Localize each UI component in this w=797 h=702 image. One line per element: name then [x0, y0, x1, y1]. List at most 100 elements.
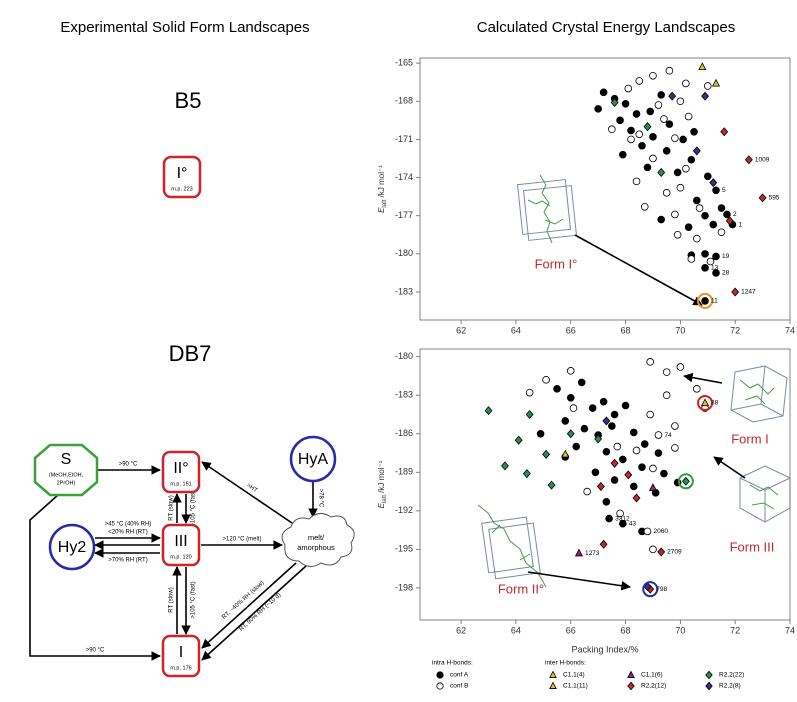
- point: [688, 156, 695, 163]
- point-label: 2709: [667, 549, 682, 556]
- point: [685, 224, 692, 231]
- form-label: I°: [177, 165, 188, 182]
- point: [622, 100, 629, 107]
- legend-label: R2,2(22): [719, 672, 744, 679]
- y-tick-label: -189: [395, 467, 413, 477]
- point: [718, 205, 725, 212]
- point: [674, 231, 681, 238]
- node-label: HyA: [298, 451, 329, 468]
- y-tick-label: -165: [395, 57, 413, 67]
- point-label: 3312: [615, 515, 630, 522]
- point: [680, 136, 687, 143]
- point: [617, 117, 624, 124]
- point: [606, 515, 613, 522]
- point: [702, 264, 709, 271]
- y-axis-label: Elatt /kJ mol⁻¹: [377, 460, 387, 508]
- point: [671, 423, 678, 430]
- edge-label: >105 °C (fast): [191, 581, 197, 618]
- x-tick-label: 70: [675, 325, 685, 335]
- point: [485, 407, 492, 415]
- node-sub: 2PrOH): [57, 480, 76, 486]
- point: [693, 147, 700, 155]
- point: [732, 288, 739, 296]
- point: [526, 389, 533, 396]
- point: [595, 105, 602, 112]
- point: [693, 235, 700, 242]
- y-label-unit: /kJ mol⁻¹: [377, 460, 386, 495]
- point: [658, 91, 665, 98]
- legend: intra H-bonds:conf Aconf Binter H-bonds:…: [432, 660, 744, 690]
- y-tick-label: -171: [395, 134, 413, 144]
- point: [633, 447, 640, 454]
- point: [658, 548, 665, 556]
- point: [666, 67, 673, 74]
- point: [663, 369, 670, 376]
- node-label: amorphous: [297, 543, 335, 552]
- point-label: 1: [738, 221, 742, 228]
- point-label: 28: [722, 270, 730, 277]
- point: [614, 443, 621, 450]
- legend-marker: [706, 671, 712, 678]
- point: [671, 444, 678, 451]
- x-tick-label: 62: [456, 325, 466, 335]
- point: [713, 253, 720, 260]
- point: [537, 430, 544, 437]
- x-tick-label: 74: [785, 325, 795, 335]
- point: [713, 80, 720, 86]
- legend-marker: [628, 671, 634, 677]
- x-tick-label: 64: [511, 325, 521, 335]
- point: [647, 108, 654, 115]
- y-tick-label: -177: [395, 210, 413, 220]
- point-label: 5: [722, 187, 726, 194]
- y-tick-label: -174: [395, 172, 413, 182]
- point: [567, 367, 574, 374]
- point: [691, 128, 698, 135]
- edge-label: >70% RH (RT): [108, 558, 147, 564]
- point: [543, 450, 550, 458]
- point-label: 1009: [755, 156, 770, 163]
- plot-frame: [420, 58, 790, 320]
- node-label: III: [174, 533, 187, 550]
- point: [619, 151, 626, 158]
- point: [644, 528, 651, 535]
- point: [611, 477, 618, 484]
- legend-label: C1,1(4): [563, 672, 585, 679]
- point: [619, 456, 626, 463]
- point-label: 19: [722, 253, 730, 260]
- edge-label: >78 °C: [317, 489, 323, 508]
- point-label: 2060: [653, 528, 668, 535]
- point: [650, 546, 657, 553]
- point: [625, 471, 632, 479]
- inset-form-i-deg: [518, 175, 702, 305]
- point: [523, 470, 530, 478]
- legend-marker: [706, 682, 712, 689]
- y-tick-label: -183: [395, 390, 413, 400]
- y-tick-label: -168: [395, 96, 413, 106]
- point: [650, 72, 657, 79]
- point: [704, 83, 711, 90]
- point: [671, 135, 678, 142]
- point: [666, 121, 673, 128]
- edge-label: >45 °C (40% RH): [105, 522, 152, 528]
- y-tick-label: -192: [395, 505, 413, 515]
- legend-title: inter H-bonds:: [545, 660, 586, 667]
- left-title: Experimental Solid Form Landscapes: [60, 19, 309, 36]
- point: [658, 216, 665, 223]
- panel-label: DB7: [169, 341, 212, 366]
- y-tick-label: -198: [395, 582, 413, 592]
- point: [702, 250, 709, 257]
- form-label: Form I: [731, 431, 769, 446]
- y-tick-label: -195: [395, 544, 413, 554]
- point: [603, 448, 610, 455]
- point: [702, 92, 709, 100]
- node-label: II°: [173, 460, 188, 477]
- point-label: 595: [769, 195, 780, 202]
- edge-label: RT (slow): [169, 495, 175, 520]
- point-label: 11: [711, 298, 718, 305]
- point: [515, 436, 522, 444]
- point-label: 1247: [741, 289, 756, 296]
- melting-point: m.p. 223: [171, 186, 192, 192]
- x-tick-label: 66: [566, 625, 576, 635]
- edge-label: RT (slow): [169, 587, 175, 612]
- point: [677, 364, 684, 371]
